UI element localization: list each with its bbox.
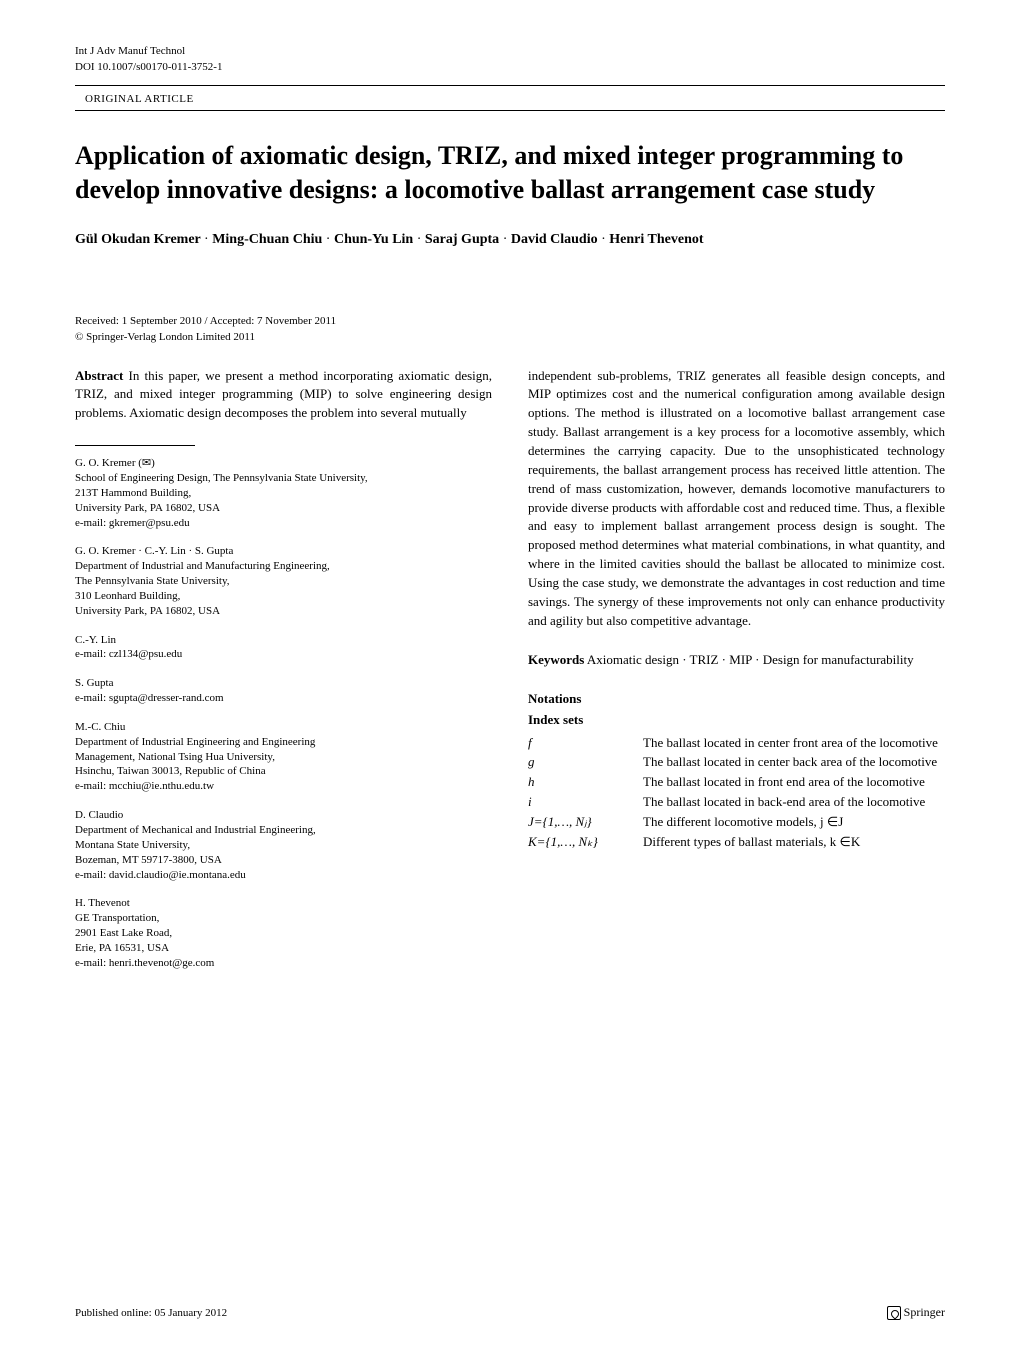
notation-definition: The ballast located in center front area… — [643, 734, 945, 753]
rule-top-thick — [75, 85, 945, 86]
article-type-label: ORIGINAL ARTICLE — [75, 88, 945, 110]
affiliation-line: e-mail: david.claudio@ie.montana.edu — [75, 868, 492, 883]
keywords-block: Keywords Axiomatic design · TRIZ · MIP ·… — [528, 650, 945, 670]
affiliation-line: e-mail: mcchiu@ie.nthu.edu.tw — [75, 779, 492, 794]
affiliation-author: G. O. Kremer (✉) — [75, 456, 492, 471]
left-column: Abstract In this paper, we present a met… — [75, 367, 492, 985]
author-name: Ming-Chuan Chiu — [212, 232, 322, 247]
abstract-right: independent sub-problems, TRIZ generates… — [528, 367, 945, 631]
affiliation-line: e-mail: sgupta@dresser-rand.com — [75, 691, 492, 706]
publisher-logo: Springer — [887, 1305, 945, 1320]
affiliation-line: Bozeman, MT 59717-3800, USA — [75, 853, 492, 868]
affiliation-line: e-mail: gkremer@psu.edu — [75, 516, 492, 531]
springer-icon — [887, 1306, 901, 1320]
affiliation-author: S. Gupta — [75, 676, 492, 691]
notation-symbol: g — [528, 753, 643, 772]
keywords-text: Axiomatic design · TRIZ · MIP · Design f… — [587, 652, 914, 667]
notation-symbol: f — [528, 734, 643, 753]
affiliation-container: G. O. Kremer (✉)School of Engineering De… — [75, 456, 492, 970]
affiliation-block: D. ClaudioDepartment of Mechanical and I… — [75, 808, 492, 882]
affiliation-line: Management, National Tsing Hua Universit… — [75, 750, 492, 765]
notation-definition: Different types of ballast materials, k … — [643, 833, 945, 852]
affiliation-block: S. Guptae-mail: sgupta@dresser-rand.com — [75, 676, 492, 706]
notation-definition: The ballast located in front end area of… — [643, 773, 945, 792]
affiliation-author: H. Thevenot — [75, 896, 492, 911]
affiliation-author: G. O. Kremer · C.-Y. Lin · S. Gupta — [75, 544, 492, 559]
notation-definition: The ballast located in back-end area of … — [643, 793, 945, 812]
received-dates: Received: 1 September 2010 / Accepted: 7… — [75, 315, 945, 327]
notation-row: gThe ballast located in center back area… — [528, 753, 945, 772]
affiliation-line: 310 Leonhard Building, — [75, 589, 492, 604]
affiliation-line: 2901 East Lake Road, — [75, 926, 492, 941]
abstract-left: Abstract In this paper, we present a met… — [75, 367, 492, 424]
rule-top-thin — [75, 110, 945, 111]
two-column-body: Abstract In this paper, we present a met… — [75, 367, 945, 985]
notation-definition: The different locomotive models, j ∈J — [643, 813, 945, 832]
index-sets-label: Index sets — [528, 711, 945, 730]
author-list: Gül Okudan Kremer · Ming-Chuan Chiu · Ch… — [75, 229, 945, 250]
journal-header: Int J Adv Manuf Technol — [75, 45, 945, 57]
doi: DOI 10.1007/s00170-011-3752-1 — [75, 61, 945, 73]
affiliation-block: H. ThevenotGE Transportation,2901 East L… — [75, 896, 492, 970]
notation-row: K={1,…, Nₖ}Different types of ballast ma… — [528, 833, 945, 852]
affiliation-author: M.-C. Chiu — [75, 720, 492, 735]
notation-row: iThe ballast located in back-end area of… — [528, 793, 945, 812]
page-footer: Published online: 05 January 2012 Spring… — [75, 1305, 945, 1320]
affiliation-rule — [75, 445, 195, 446]
published-online: Published online: 05 January 2012 — [75, 1307, 227, 1319]
affiliation-line: GE Transportation, — [75, 911, 492, 926]
author-name: Henri Thevenot — [609, 232, 703, 247]
affiliation-block: G. O. Kremer · C.-Y. Lin · S. GuptaDepar… — [75, 544, 492, 618]
keywords-label: Keywords — [528, 652, 584, 667]
abstract-label: Abstract — [75, 368, 123, 383]
notation-symbol: h — [528, 773, 643, 792]
affiliation-line: Montana State University, — [75, 838, 492, 853]
right-column: independent sub-problems, TRIZ generates… — [528, 367, 945, 985]
notation-table: fThe ballast located in center front are… — [528, 734, 945, 852]
author-name: David Claudio — [511, 232, 598, 247]
author-name: Chun-Yu Lin — [334, 232, 413, 247]
notations-label: Notations — [528, 690, 945, 709]
notation-row: J={1,…, Nⱼ}The different locomotive mode… — [528, 813, 945, 832]
notation-symbol: i — [528, 793, 643, 812]
notation-row: fThe ballast located in center front are… — [528, 734, 945, 753]
affiliation-line: School of Engineering Design, The Pennsy… — [75, 471, 492, 486]
affiliation-line: Erie, PA 16531, USA — [75, 941, 492, 956]
notation-symbol: K={1,…, Nₖ} — [528, 833, 643, 852]
author-name: Gül Okudan Kremer — [75, 232, 201, 247]
affiliation-block: C.-Y. Line-mail: czl134@psu.edu — [75, 633, 492, 663]
affiliation-author: C.-Y. Lin — [75, 633, 492, 648]
publisher-name: Springer — [904, 1305, 945, 1320]
affiliation-line: Department of Industrial Engineering and… — [75, 735, 492, 750]
notation-definition: The ballast located in center back area … — [643, 753, 945, 772]
affiliation-block: G. O. Kremer (✉)School of Engineering De… — [75, 456, 492, 530]
copyright-line: © Springer-Verlag London Limited 2011 — [75, 331, 945, 343]
affiliation-line: University Park, PA 16802, USA — [75, 501, 492, 516]
affiliation-block: M.-C. ChiuDepartment of Industrial Engin… — [75, 720, 492, 794]
notation-symbol: J={1,…, Nⱼ} — [528, 813, 643, 832]
affiliation-line: University Park, PA 16802, USA — [75, 604, 492, 619]
notation-row: hThe ballast located in front end area o… — [528, 773, 945, 792]
affiliation-line: Department of Industrial and Manufacturi… — [75, 559, 492, 574]
affiliation-line: Hsinchu, Taiwan 30013, Republic of China — [75, 764, 492, 779]
affiliation-line: 213T Hammond Building, — [75, 486, 492, 501]
affiliation-author: D. Claudio — [75, 808, 492, 823]
affiliation-line: e-mail: czl134@psu.edu — [75, 647, 492, 662]
article-title: Application of axiomatic design, TRIZ, a… — [75, 139, 945, 207]
affiliation-line: The Pennsylvania State University, — [75, 574, 492, 589]
author-name: Saraj Gupta — [425, 232, 499, 247]
abstract-left-text: In this paper, we present a method incor… — [75, 368, 492, 421]
affiliation-line: Department of Mechanical and Industrial … — [75, 823, 492, 838]
affiliation-line: e-mail: henri.thevenot@ge.com — [75, 956, 492, 971]
